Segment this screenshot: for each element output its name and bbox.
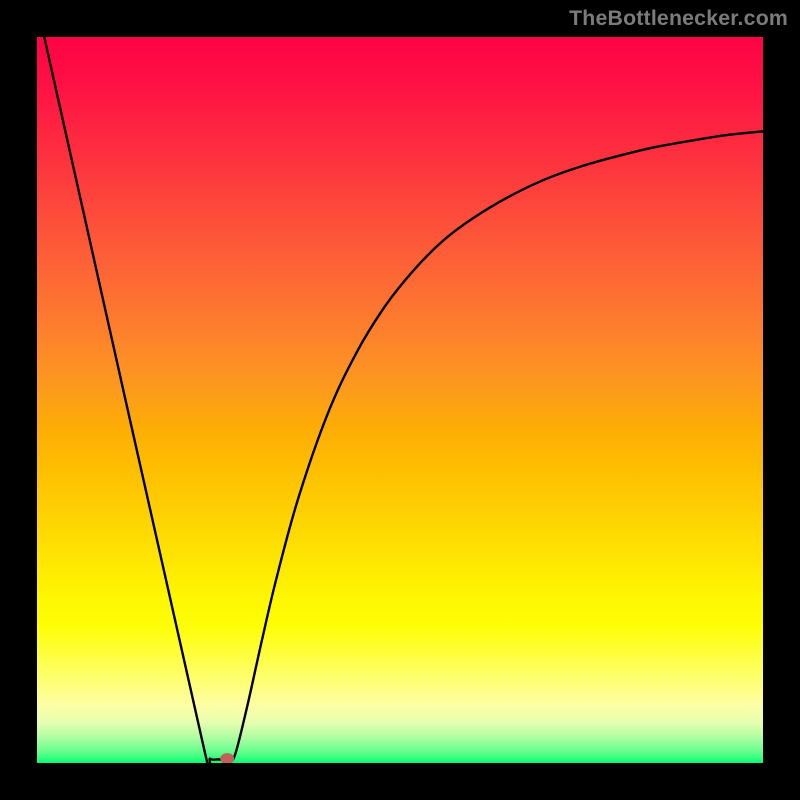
watermark-text: TheBottlenecker.com (569, 6, 788, 31)
plot-area (37, 37, 763, 763)
chart-svg (37, 37, 763, 763)
gradient-background (37, 37, 763, 763)
chart-frame: TheBottlenecker.com (0, 0, 800, 800)
